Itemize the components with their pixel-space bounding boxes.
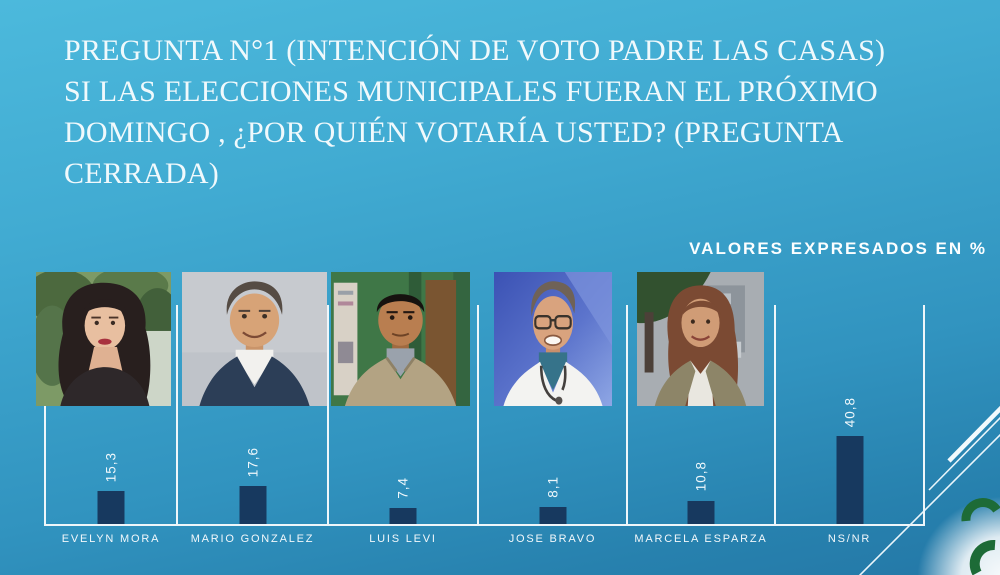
- category-label: MARIO GONZALEZ: [190, 533, 315, 545]
- bar: [836, 436, 863, 524]
- chart-column-jose-bravo: 8,1 JOSE BRAVO: [479, 272, 628, 545]
- category-label: MARCELA ESPARZA: [634, 533, 768, 545]
- title-line: SI LAS ELECCIONES MUNICIPALES FUERAN EL …: [64, 75, 878, 108]
- value-label: 7,4: [395, 477, 411, 500]
- category-label: NS/NR: [827, 533, 872, 545]
- candidate-photo-marcela-esparza: [637, 272, 764, 406]
- chart-column-ns-nr: 40,8 NS/NR: [776, 305, 925, 545]
- chart-column-evelyn-mora: 15,3 EVELYN MORA: [36, 272, 178, 545]
- category-label: EVELYN MORA: [61, 533, 161, 545]
- chart-column-luis-levi: 7,4 LUIS LEVI: [329, 272, 479, 545]
- category-label: JOSE BRAVO: [508, 533, 597, 545]
- value-label: 10,8: [693, 461, 709, 492]
- title-line: PREGUNTA N°1 (INTENCIÓN DE VOTO PADRE LA…: [64, 34, 886, 67]
- candidate-photo-luis-levi: [331, 272, 470, 406]
- values-unit-note: VALORES EXPRESADOS EN %: [689, 239, 987, 258]
- bar: [687, 500, 715, 524]
- bar-chart: 15,3 EVELYN MORA 17,6 MARIO GONZALEZ: [36, 272, 925, 545]
- category-label: LUIS LEVI: [369, 533, 437, 545]
- bar: [239, 486, 266, 524]
- value-label: 8,1: [545, 475, 560, 498]
- value-label: 15,3: [103, 451, 119, 482]
- candidate-photo-evelyn-mora: [36, 272, 171, 406]
- chart-column-mario-gonzalez: 17,6 MARIO GONZALEZ: [178, 272, 329, 545]
- chart-column-marcela-esparza: 10,8 MARCELA ESPARZA: [628, 272, 776, 545]
- bar: [539, 506, 566, 524]
- bar: [97, 491, 125, 524]
- candidate-photo-jose-bravo: [494, 272, 612, 406]
- bar: [389, 508, 417, 524]
- page-title: PREGUNTA N°1 (INTENCIÓN DE VOTO PADRE LA…: [64, 30, 984, 194]
- title-line: CERRADA): [64, 157, 219, 190]
- value-label: 40,8: [842, 396, 857, 427]
- title-line: DOMINGO , ¿POR QUIÉN VOTARÍA USTED? (PRE…: [64, 116, 844, 149]
- candidate-photo-mario-gonzalez: [182, 272, 327, 406]
- value-label: 17,6: [245, 446, 260, 478]
